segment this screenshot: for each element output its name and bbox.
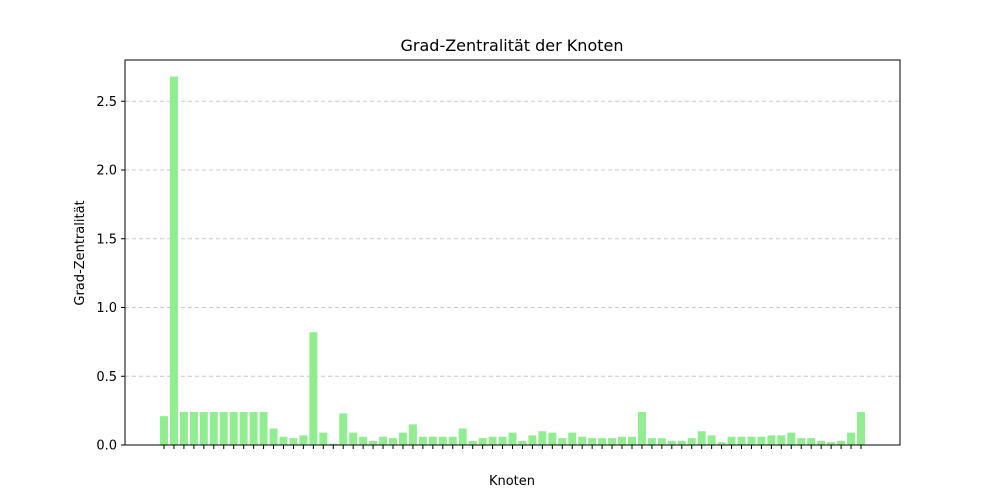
bar bbox=[518, 440, 527, 445]
bar bbox=[259, 412, 268, 445]
bar bbox=[359, 436, 368, 445]
bar bbox=[657, 438, 666, 445]
bar bbox=[647, 438, 656, 445]
bar bbox=[309, 332, 318, 445]
bar bbox=[817, 440, 826, 445]
y-axis-label: Grad-Zentralität bbox=[73, 200, 88, 305]
bar bbox=[179, 412, 188, 445]
bar bbox=[219, 412, 228, 445]
bar bbox=[448, 436, 457, 445]
bar bbox=[329, 443, 338, 445]
x-axis-ticks bbox=[163, 445, 862, 449]
bar bbox=[408, 424, 417, 445]
bar bbox=[757, 436, 766, 445]
bar bbox=[558, 438, 567, 445]
bar bbox=[169, 76, 178, 445]
y-tick-label: 1.5 bbox=[96, 232, 117, 247]
bar bbox=[777, 435, 786, 445]
bar bbox=[339, 413, 348, 445]
bar bbox=[837, 440, 846, 445]
bar bbox=[428, 436, 437, 445]
bar bbox=[438, 436, 447, 445]
bar bbox=[289, 438, 298, 445]
bar bbox=[468, 440, 477, 445]
bar bbox=[747, 436, 756, 445]
bar bbox=[269, 428, 278, 445]
bar bbox=[160, 416, 168, 445]
bar bbox=[528, 435, 537, 445]
bar bbox=[717, 442, 726, 445]
bar bbox=[249, 412, 258, 445]
bars bbox=[160, 76, 865, 445]
y-tick-label: 1.0 bbox=[96, 301, 117, 316]
bar bbox=[369, 440, 378, 445]
y-axis-ticks: 0.0 0.5 1.0 1.5 2.0 2.5 bbox=[96, 95, 125, 454]
y-tick-label: 0.0 bbox=[96, 439, 117, 454]
bar bbox=[737, 436, 746, 445]
bar bbox=[707, 435, 716, 445]
bar bbox=[608, 438, 617, 445]
bar bbox=[598, 438, 607, 445]
bar bbox=[857, 412, 865, 445]
y-tick-label: 2.0 bbox=[96, 164, 117, 179]
bar bbox=[618, 436, 627, 445]
bar bbox=[239, 412, 248, 445]
bar bbox=[687, 438, 696, 445]
bar bbox=[379, 436, 388, 445]
bar bbox=[478, 438, 487, 445]
bar bbox=[488, 436, 497, 445]
bar bbox=[458, 428, 467, 445]
bar bbox=[727, 436, 736, 445]
bar bbox=[389, 438, 397, 445]
plot-frame bbox=[124, 59, 901, 446]
grid-lines bbox=[125, 100, 900, 377]
bar bbox=[628, 436, 636, 445]
bar bbox=[398, 432, 407, 445]
bar bbox=[847, 432, 856, 445]
bar bbox=[667, 440, 676, 445]
bar bbox=[767, 435, 776, 445]
bar bbox=[637, 412, 646, 445]
bar bbox=[299, 435, 308, 445]
bar bbox=[787, 432, 796, 445]
chart-title: Grad-Zentralität der Knoten bbox=[401, 36, 624, 55]
bar bbox=[229, 412, 238, 445]
y-tick-label: 0.5 bbox=[96, 370, 117, 385]
bar bbox=[797, 438, 806, 445]
bar bbox=[418, 436, 427, 445]
bar bbox=[498, 436, 507, 445]
bar bbox=[349, 432, 358, 445]
bar bbox=[508, 432, 517, 445]
bar bbox=[189, 412, 198, 445]
bar bbox=[319, 432, 328, 445]
bar bbox=[807, 438, 816, 445]
bar bbox=[199, 412, 208, 445]
bar bbox=[209, 412, 218, 445]
bar bbox=[578, 436, 587, 445]
bar bbox=[827, 442, 836, 445]
bar bbox=[279, 436, 288, 445]
bar bbox=[677, 440, 686, 445]
x-axis-label: Knoten bbox=[489, 474, 535, 489]
y-tick-label: 2.5 bbox=[96, 95, 117, 110]
bar bbox=[538, 431, 547, 445]
bar bbox=[697, 431, 706, 445]
bar bbox=[568, 432, 577, 445]
bar bbox=[548, 432, 557, 445]
bar bbox=[588, 438, 597, 445]
